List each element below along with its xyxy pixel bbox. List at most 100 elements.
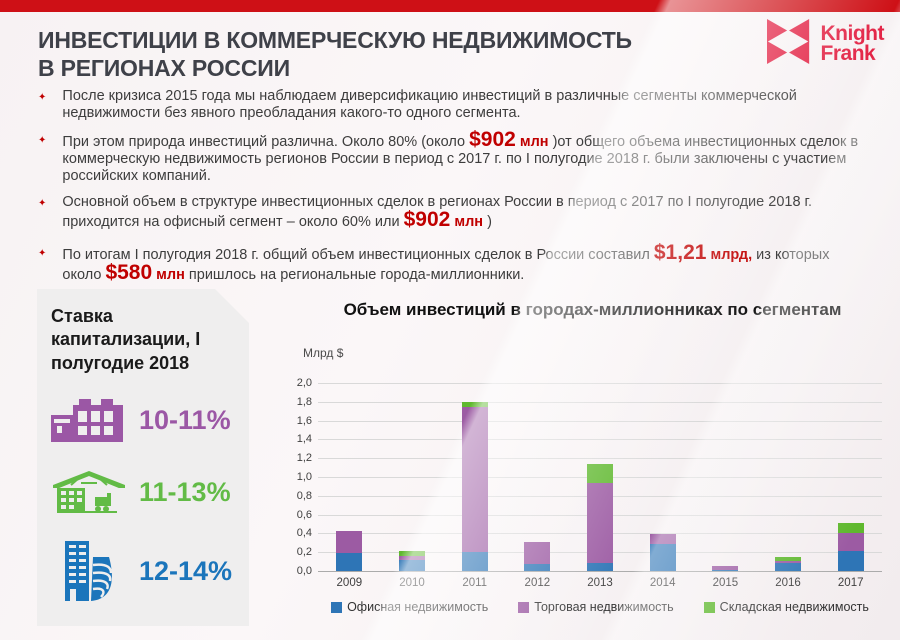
bar-slot — [694, 383, 757, 571]
bullet-text: После кризиса 2015 года мы наблюдаем див… — [62, 88, 797, 121]
bar-segment — [524, 564, 551, 571]
x-tick-label: 2011 — [462, 577, 488, 589]
office-building-icon — [47, 397, 139, 443]
bullet-item: ✦ После кризиса 2015 года мы наблюдаем ди… — [38, 88, 870, 122]
bar-segment — [461, 401, 488, 407]
bullet-text: По итогам I полугодия 2018 г. общий объе… — [62, 241, 830, 284]
legend-swatch-icon — [703, 601, 715, 613]
stacked-bar-2011 — [461, 401, 488, 571]
bar-segment — [587, 563, 614, 571]
cap-rate-row-warehouse: 11-13% — [47, 469, 249, 515]
bar-segment — [775, 562, 802, 571]
chart-title: Объем инвестиций в городах-миллионниках … — [343, 300, 842, 319]
legend-item: Складская недвижимость — [703, 600, 869, 614]
chart-plot-area — [318, 383, 882, 572]
knight-frank-wordmark: Knight Frank — [820, 21, 885, 65]
stacked-bar-2016 — [775, 556, 802, 571]
bullet-item: ✦ Основной объем в структуре инвестиционн… — [38, 194, 870, 231]
x-tick-label: 2013 — [587, 577, 613, 589]
bar-slot — [757, 383, 820, 571]
bullet-text: Основной объем в структуре инвестиционны… — [62, 194, 813, 231]
bar-segment — [712, 566, 739, 571]
stacked-bar-2017 — [837, 523, 864, 571]
bullet-text: При этом природа инвестиций различна. Ок… — [62, 128, 859, 184]
cap-rate-value-warehouse: 11-13% — [139, 476, 231, 507]
bar-slot — [381, 383, 444, 571]
bar-segment — [775, 556, 802, 562]
legend-swatch-icon — [518, 601, 530, 613]
cap-rate-row-office: 10-11% — [47, 397, 249, 443]
legend-label: Торговая недвижимость — [534, 600, 674, 614]
x-tick-label: 2009 — [336, 577, 363, 589]
gridline — [318, 458, 882, 460]
legend-item: Офисная недвижимость — [331, 600, 488, 614]
legend-item: Торговая недвижимость — [518, 600, 674, 614]
y-tick-label: 1,4 — [296, 433, 312, 446]
bar-slot — [631, 383, 694, 571]
top-red-bar — [0, 0, 900, 12]
bar-slot — [819, 383, 882, 571]
cap-rate-value-office: 10-11% — [139, 404, 231, 435]
logo-word-frank: Frank — [820, 41, 876, 65]
bar-segment — [399, 551, 425, 557]
cap-rate-row-towers: 12-14% — [47, 539, 249, 603]
y-tick-label: 1,0 — [296, 471, 312, 483]
bar-segment — [649, 543, 676, 571]
chart-legend: Офисная недвижимость Торговая недвижимост… — [318, 600, 882, 614]
warehouse-icon — [47, 469, 139, 515]
y-tick-label: 1,6 — [296, 414, 312, 427]
x-tick-label: 2017 — [837, 577, 864, 589]
bar-segment — [712, 570, 739, 571]
y-tick-label: 2,0 — [296, 377, 312, 389]
bars — [318, 383, 882, 571]
legend-label: Складская недвижимость — [719, 600, 869, 614]
bar-segment — [587, 463, 614, 483]
cap-rate-panel: Ставка капитализации, I полугодие 2018 1… — [37, 289, 249, 626]
gridline — [318, 420, 882, 422]
bar-slot — [443, 383, 506, 571]
gridline — [318, 439, 882, 441]
bar-segment — [399, 559, 425, 571]
bar-segment — [461, 552, 488, 571]
bar-segment — [336, 553, 363, 571]
bullet-diamond-icon: ✦ — [38, 135, 47, 146]
bar-segment — [399, 556, 425, 560]
x-axis: 2009 2010 2011 2012 2013 2014 2015 2016 2017 — [318, 577, 882, 589]
cap-rate-value-towers: 12-14% — [139, 555, 233, 586]
y-tick-label: 1,2 — [296, 452, 312, 465]
bar-slot — [318, 383, 381, 571]
chart-unit-label: Млрд $ — [303, 346, 344, 360]
bullet-diamond-icon: ✦ — [38, 198, 47, 209]
bar-segment — [461, 406, 488, 553]
stacked-bar-2013 — [587, 463, 614, 571]
bar-slot — [506, 383, 569, 571]
bullet-item: ✦ При этом природа инвестиций различна. О… — [38, 128, 870, 185]
y-tick-label: 0,4 — [296, 527, 312, 540]
bar-segment — [775, 561, 802, 563]
bar-segment — [524, 541, 551, 565]
stacked-bar-2012 — [524, 541, 551, 571]
gridline — [318, 383, 882, 384]
bar-segment — [649, 534, 676, 544]
bullet-diamond-icon: ✦ — [38, 248, 47, 259]
stacked-bar-2009 — [336, 530, 363, 571]
bar-slot — [569, 383, 632, 571]
y-tick-label: 0,2 — [296, 546, 312, 559]
y-tick-label: 0,6 — [296, 508, 312, 521]
towers-icon — [47, 539, 139, 603]
bullet-list: ✦ После кризиса 2015 года мы наблюдаем ди… — [38, 88, 870, 293]
logo-word-knight: Knight — [820, 21, 885, 45]
x-tick-label: 2012 — [524, 577, 551, 589]
stacked-bar-2010 — [399, 551, 425, 571]
page-title: ИНВЕСТИЦИИ В КОММЕРЧЕСКУЮ НЕДВИЖИМОСТЬ В… — [38, 26, 632, 82]
stacked-bar-2015 — [712, 566, 739, 571]
legend-label: Офисная недвижимость — [347, 600, 489, 614]
gridline — [318, 401, 882, 403]
bar-segment — [837, 533, 864, 552]
cap-rate-panel-title: Ставка капитализации, I полугодие 2018 — [51, 306, 201, 373]
x-tick-label: 2016 — [775, 577, 801, 589]
stacked-bar-2014 — [649, 534, 676, 571]
x-tick-label: 2010 — [399, 577, 425, 589]
bar-segment — [587, 482, 614, 564]
